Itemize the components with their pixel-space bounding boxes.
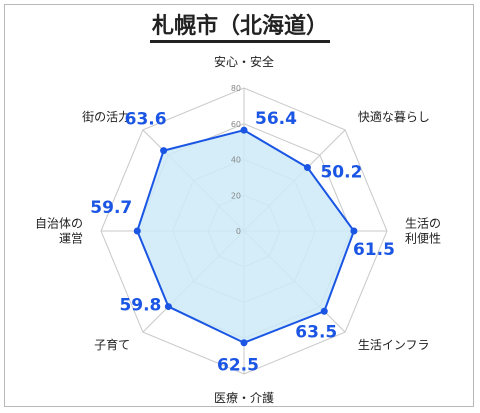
- category-label: 安心・安全: [214, 54, 274, 69]
- category-label: 生活インフラ: [358, 338, 430, 352]
- data-point: [240, 339, 248, 347]
- category-label: 生活の: [405, 217, 441, 231]
- tick-label: 60: [231, 120, 241, 129]
- data-point: [320, 307, 328, 315]
- data-label: 61.5: [353, 240, 395, 260]
- tick-label: 0: [236, 227, 241, 236]
- data-label: 63.6: [125, 110, 167, 130]
- data-label: 62.5: [217, 356, 259, 376]
- data-label: 50.2: [320, 163, 362, 183]
- data-label: 56.4: [255, 109, 297, 129]
- tick-label: 20: [231, 191, 241, 200]
- data-label: 63.5: [295, 322, 337, 342]
- category-label: 利便性: [405, 232, 441, 246]
- category-label: 医療・介護: [214, 390, 274, 405]
- data-point: [160, 147, 168, 155]
- data-point: [240, 126, 248, 134]
- category-label: 快適な暮らし: [358, 109, 430, 124]
- data-point: [303, 164, 311, 172]
- data-point: [164, 303, 172, 311]
- data-point: [133, 227, 141, 235]
- chart-title: 札幌市（北海道）: [0, 8, 480, 43]
- tick-label: 40: [231, 156, 241, 165]
- tick-label: 80: [231, 84, 241, 93]
- data-label: 59.7: [90, 198, 132, 218]
- data-point: [350, 227, 358, 235]
- category-label: 運営: [59, 232, 83, 246]
- category-label: 子育て: [94, 337, 130, 352]
- category-label: 自治体の: [35, 217, 83, 231]
- data-label: 59.8: [119, 296, 161, 316]
- category-label: 街の活力: [82, 110, 130, 124]
